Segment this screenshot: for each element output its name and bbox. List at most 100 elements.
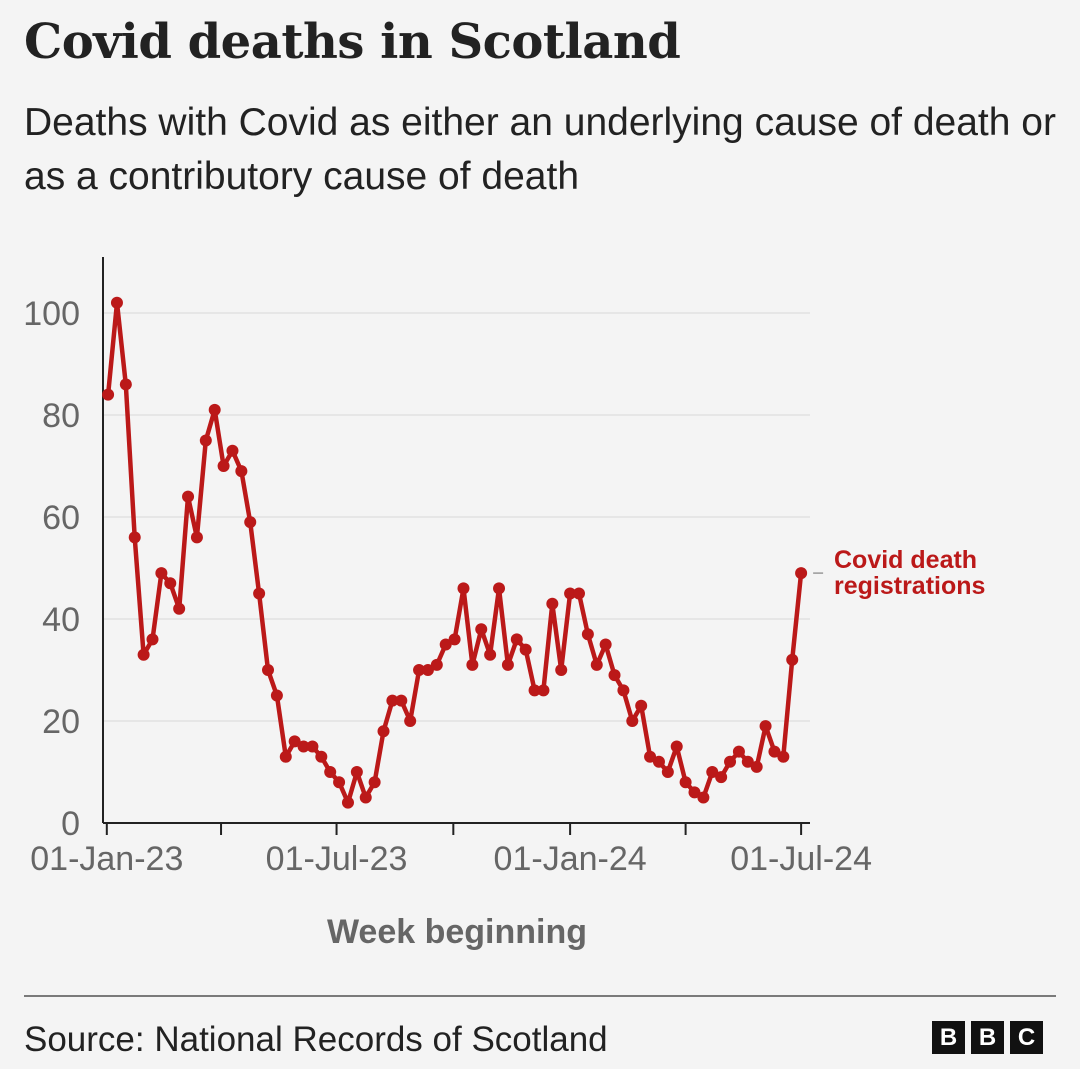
data-point: [386, 694, 399, 707]
data-point: [359, 791, 372, 804]
data-point: [706, 766, 719, 778]
data-point: [608, 669, 621, 682]
x-axis-title: Week beginning: [327, 913, 587, 951]
series-annotation: Covid death: [834, 546, 977, 574]
data-point: [768, 745, 781, 758]
data-point: [173, 602, 186, 615]
data-point: [297, 740, 310, 753]
data-point: [741, 755, 754, 768]
data-point: [430, 658, 443, 671]
data-point: [182, 490, 195, 503]
data-point: [350, 766, 363, 778]
data-point: [635, 699, 648, 712]
data-point: [395, 694, 408, 707]
series-covid-death-registrations: [102, 296, 808, 809]
data-point: [519, 643, 532, 656]
data-point: [475, 623, 488, 636]
footer-divider: [24, 995, 1056, 997]
y-tick-label: 80: [42, 397, 80, 435]
data-point: [262, 664, 275, 676]
series-annotation: registrations: [834, 572, 985, 600]
data-point: [333, 776, 346, 789]
data-point: [288, 735, 301, 748]
y-tick-label: 20: [42, 703, 80, 741]
chart-title: Covid deaths in Scotland: [24, 14, 681, 70]
data-point: [546, 597, 559, 610]
x-tick-label: 01-Jul-23: [266, 840, 408, 878]
data-point: [199, 434, 212, 447]
data-point: [555, 664, 568, 676]
data-point: [421, 664, 434, 676]
data-point: [270, 689, 283, 702]
data-point: [164, 577, 177, 590]
y-tick-label: 60: [42, 499, 80, 537]
data-point: [581, 628, 594, 641]
data-point: [466, 658, 479, 671]
data-point: [413, 664, 426, 676]
x-tick-label: 01-Jan-23: [30, 840, 183, 878]
logo-letter: C: [1010, 1021, 1043, 1054]
data-point: [670, 740, 683, 753]
data-point: [102, 388, 115, 401]
data-point: [795, 567, 808, 580]
data-point: [110, 296, 123, 309]
data-point: [572, 587, 585, 600]
data-point: [501, 658, 514, 671]
data-point: [315, 750, 328, 763]
grid-lines: [103, 312, 810, 722]
data-point: [226, 444, 239, 457]
data-point: [137, 648, 150, 661]
line-chart: 0 20 40 60 80 100 01-Jan-23 01-Jul-23 01-Jan-24 0…: [23, 257, 985, 951]
data-point: [786, 653, 799, 666]
data-point: [439, 638, 452, 651]
data-point: [732, 745, 745, 758]
data-point: [404, 715, 417, 727]
data-point: [457, 582, 470, 595]
bbc-logo: B B C: [932, 1021, 1043, 1054]
data-point: [377, 725, 390, 738]
data-point: [119, 378, 132, 391]
y-tick-label: 100: [23, 295, 80, 333]
y-tick-label: 0: [61, 805, 80, 843]
data-point: [777, 750, 790, 763]
data-point: [146, 633, 159, 646]
data-point: [190, 531, 203, 544]
data-point: [564, 587, 577, 600]
data-point: [510, 633, 523, 646]
data-point: [644, 750, 657, 763]
source-note: Source: National Records of Scotland: [24, 1020, 608, 1059]
series-line: [105, 300, 804, 805]
data-point: [626, 715, 639, 727]
data-point: [759, 720, 772, 733]
data-point: [306, 740, 319, 753]
logo-letter: B: [932, 1021, 965, 1054]
x-tick-label: 01-Jul-24: [730, 840, 872, 878]
data-point: [235, 465, 248, 478]
chart-subtitle: Deaths with Covid as either an underlyin…: [24, 101, 1056, 198]
data-point: [244, 516, 257, 529]
chart-labels: 0 20 40 60 80 100 01-Jan-23 01-Jul-23 01-Jan-24 0…: [23, 295, 985, 951]
data-point: [661, 766, 674, 778]
data-point: [715, 771, 728, 784]
data-point: [688, 786, 701, 799]
data-point: [448, 633, 461, 646]
data-point: [279, 750, 292, 763]
data-point: [155, 567, 168, 580]
x-tick-label: 01-Jan-24: [494, 840, 647, 878]
data-point: [484, 648, 497, 661]
data-point: [652, 755, 665, 768]
data-point: [528, 684, 541, 697]
data-point: [128, 531, 141, 544]
data-point: [697, 791, 710, 804]
data-point: [253, 587, 266, 600]
data-point: [493, 582, 506, 595]
logo-letter: B: [971, 1021, 1004, 1054]
data-point: [599, 638, 612, 651]
data-point: [368, 776, 381, 789]
data-point: [617, 684, 630, 697]
data-point: [724, 755, 737, 768]
data-point: [537, 684, 550, 697]
y-tick-label: 40: [42, 601, 80, 639]
data-point: [324, 766, 337, 778]
axes: [102, 257, 810, 835]
